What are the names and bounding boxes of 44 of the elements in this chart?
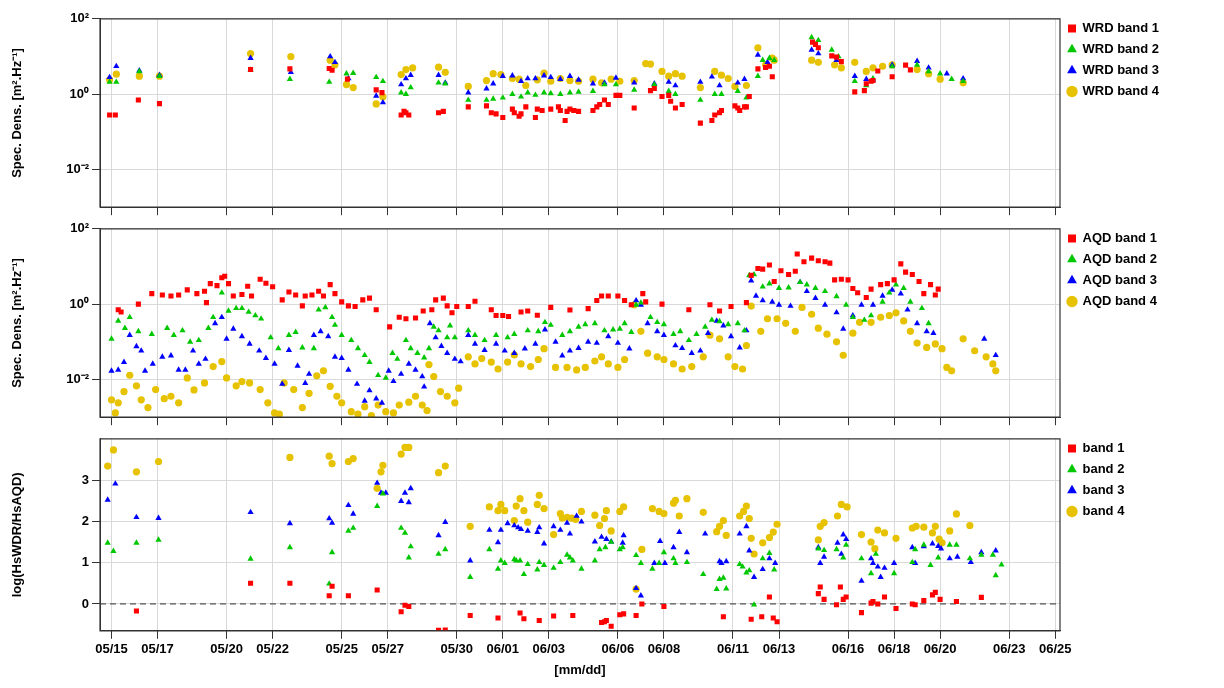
- legend-label: band 2: [1082, 461, 1125, 477]
- x-tick-label: 06/11: [717, 641, 749, 657]
- y-tick-label: 10⁰: [69, 295, 89, 311]
- legend-label: band 4: [1082, 503, 1126, 519]
- x-tick-label: 06/03: [532, 641, 566, 657]
- legend-label: AQD band 1: [1082, 230, 1157, 246]
- x-tick-label: 06/08: [647, 641, 681, 657]
- x-tick-label: 06/01: [486, 641, 520, 657]
- legend-label: band 1: [1082, 440, 1125, 456]
- legend-label: WRD band 4: [1082, 83, 1160, 99]
- y-axis-title: log(HsWDR/HsAQD): [9, 472, 25, 598]
- x-tick-label: 06/18: [877, 641, 911, 657]
- y-tick-label: 10⁰: [69, 85, 89, 101]
- x-tick-label: 06/25: [1038, 641, 1072, 657]
- y-tick-label: 2: [81, 512, 89, 528]
- legend-label: WRD band 3: [1082, 62, 1160, 78]
- y-tick-label: 3: [81, 471, 89, 487]
- x-axis-title: [mm/dd]: [554, 661, 606, 677]
- y-tick-label: 1: [81, 554, 89, 570]
- y-tick-label: 10²: [70, 10, 90, 26]
- y-tick-label: 10⁻²: [66, 161, 90, 177]
- legend-label: WRD band 2: [1082, 41, 1160, 57]
- x-tick-label: 06/16: [831, 641, 865, 657]
- x-tick-label: 06/13: [762, 641, 796, 657]
- legend-label: WRD band 1: [1082, 20, 1160, 36]
- y-tick-label: 10²: [70, 220, 90, 236]
- legend-label: band 3: [1082, 482, 1125, 498]
- legend-label: AQD band 3: [1082, 272, 1157, 288]
- x-tick-label: 05/25: [325, 641, 358, 657]
- x-tick-label: 05/15: [95, 641, 128, 657]
- y-tick-label: 10⁻²: [66, 371, 90, 387]
- y-tick-label: 0: [81, 595, 89, 611]
- legend-label: AQD band 4: [1082, 293, 1158, 309]
- legend-label: AQD band 2: [1082, 251, 1157, 267]
- y-axis-title: Spec. Dens. [m².Hz⁻¹]: [9, 48, 25, 178]
- x-tick-label: 06/06: [601, 641, 635, 657]
- x-tick-label: 05/17: [141, 641, 174, 657]
- x-tick-label: 05/22: [256, 641, 289, 657]
- x-tick-label: 06/23: [992, 641, 1026, 657]
- x-tick-label: 05/27: [371, 641, 404, 657]
- y-axis-title: Spec. Dens. [m².Hz⁻¹]: [9, 258, 25, 388]
- x-tick-label: 05/30: [440, 641, 474, 657]
- x-tick-label: 05/20: [210, 641, 243, 657]
- x-tick-label: 06/20: [923, 641, 957, 657]
